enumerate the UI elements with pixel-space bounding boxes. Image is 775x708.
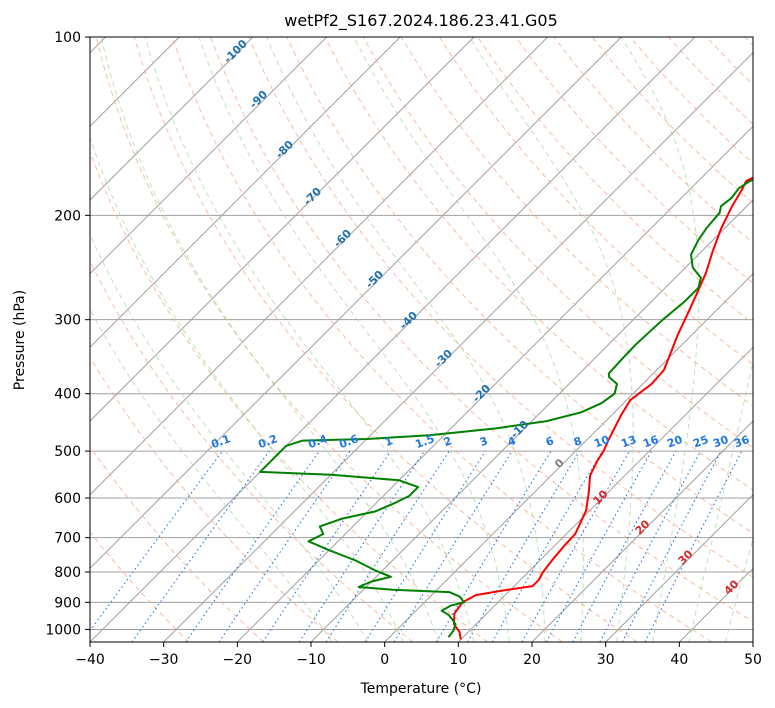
dry-adiabat-line — [248, 37, 753, 578]
series-layer — [259, 176, 753, 640]
moist-adiabat-line — [90, 135, 404, 642]
mixing-ratio-line — [325, 450, 450, 642]
dry-adiabat-line — [171, 37, 712, 642]
mixing-ratio-label: 36 — [732, 433, 751, 451]
mixing-ratio-label: 10 — [592, 433, 611, 451]
dry-adiabat-line — [90, 445, 264, 642]
y-tick-label: 500 — [54, 444, 81, 460]
dry-adiabat-line — [95, 37, 563, 642]
temperature-profile-line — [453, 176, 753, 640]
moist-adiabat-line — [144, 37, 475, 642]
y-tick-label: 800 — [54, 565, 81, 581]
dry-adiabat-line — [90, 259, 414, 642]
isotherm-line — [90, 37, 328, 275]
mixing-ratio-label: 16 — [641, 433, 660, 451]
mixing-ratio-line — [364, 450, 486, 642]
dry-adiabat-line — [286, 37, 753, 534]
isotherm-line — [90, 37, 549, 496]
mixing-ratio-line — [185, 450, 320, 642]
mixing-ratio-label: 25 — [691, 433, 710, 450]
isotherm-line — [457, 346, 753, 642]
y-tick-label: 900 — [54, 595, 81, 611]
isotherm-line — [163, 51, 753, 642]
isotherm-line — [90, 37, 254, 201]
mixing-ratio-label: 0.1 — [209, 432, 232, 451]
y-tick-label: 400 — [54, 387, 81, 403]
y-tick-label: 100 — [54, 30, 81, 46]
mixing-ratio-label: 0.6 — [337, 432, 360, 451]
mixing-ratio-label: 6 — [544, 434, 556, 449]
mixing-ratio-label: 2 — [442, 434, 454, 449]
plot-frame — [89, 36, 754, 643]
x-axis-label: Temperature (°C) — [360, 681, 482, 697]
mixing-ratio-line — [262, 450, 392, 642]
moist-adiabat-line — [100, 37, 439, 642]
x-tick-label: −40 — [75, 652, 105, 668]
moist-adiabat-line — [90, 232, 369, 642]
y-tick-label: 200 — [54, 208, 81, 224]
mixing-ratio-line — [467, 450, 580, 642]
x-tick-label: 0 — [380, 652, 389, 668]
mixing-ratio-label: 3 — [478, 434, 490, 449]
isotherm-line — [605, 493, 753, 642]
mixing-ratio-label: 0.2 — [256, 432, 279, 451]
moist-adiabat-line — [266, 37, 546, 642]
x-tick-label: −10 — [296, 652, 326, 668]
isotherm-line — [90, 37, 622, 570]
mixing-ratio-line — [298, 450, 425, 642]
mixing-ratio-label: 8 — [572, 434, 584, 449]
moist-adiabat-line — [353, 37, 584, 642]
mixing-ratio-line — [393, 450, 513, 642]
x-tick-label: −30 — [149, 652, 179, 668]
mixing-ratio-label: 1 — [383, 434, 395, 449]
isotherm-line — [531, 420, 753, 642]
dry-adiabat-line — [438, 37, 753, 366]
y-axis-label: Pressure (hPa) — [12, 290, 28, 390]
isotherm-line — [90, 37, 401, 349]
dry-adiabat-line — [90, 531, 190, 642]
x-tick-label: 50 — [744, 652, 762, 668]
dry-adiabat-line — [515, 37, 753, 284]
x-tick-label: 40 — [670, 652, 688, 668]
dry-adiabat-line — [90, 150, 488, 642]
mixing-ratio-label: 0.4 — [306, 432, 329, 451]
y-tick-label: 700 — [54, 531, 81, 547]
y-tick-label: 600 — [54, 491, 81, 507]
moist-adiabat-line — [620, 37, 700, 642]
dry-adiabat-line — [400, 37, 753, 407]
mixing-ratio-label: 4 — [506, 434, 518, 449]
isotherm-line — [90, 37, 475, 422]
mixing-ratio-line — [572, 450, 677, 642]
dry-adiabat-line — [133, 37, 638, 642]
isotherm-line — [384, 272, 753, 642]
mixing-ratio-label: 20 — [665, 433, 684, 451]
x-tick-label: 20 — [523, 652, 541, 668]
isotherm-line — [90, 37, 696, 642]
mixing-ratio-line — [218, 450, 351, 642]
grid-layer — [90, 37, 753, 642]
isotherm-line — [236, 125, 753, 642]
mixing-ratio-label: 30 — [711, 433, 730, 451]
y-tick-label: 300 — [54, 313, 81, 329]
x-tick-label: −20 — [223, 652, 253, 668]
mixing-ratio-line — [599, 450, 701, 642]
mixing-ratio-label: 13 — [619, 433, 638, 450]
chart-title: wetPf2_S167.2024.186.23.41.G05 — [284, 11, 558, 31]
mixing-ratio-label: 1.5 — [413, 432, 436, 451]
x-tick-label: 30 — [597, 652, 615, 668]
tick-layer: −40 −30 −20 −10 0 10 20 30 40 50 1000 900 800 700 600 5… — [45, 30, 762, 668]
dewpoint-profile-line — [259, 178, 753, 638]
y-tick-label: 1000 — [45, 622, 81, 638]
mixing-ratio-line — [435, 450, 552, 642]
x-tick-label: 10 — [449, 652, 467, 668]
dry-adiabat-line — [210, 37, 753, 623]
